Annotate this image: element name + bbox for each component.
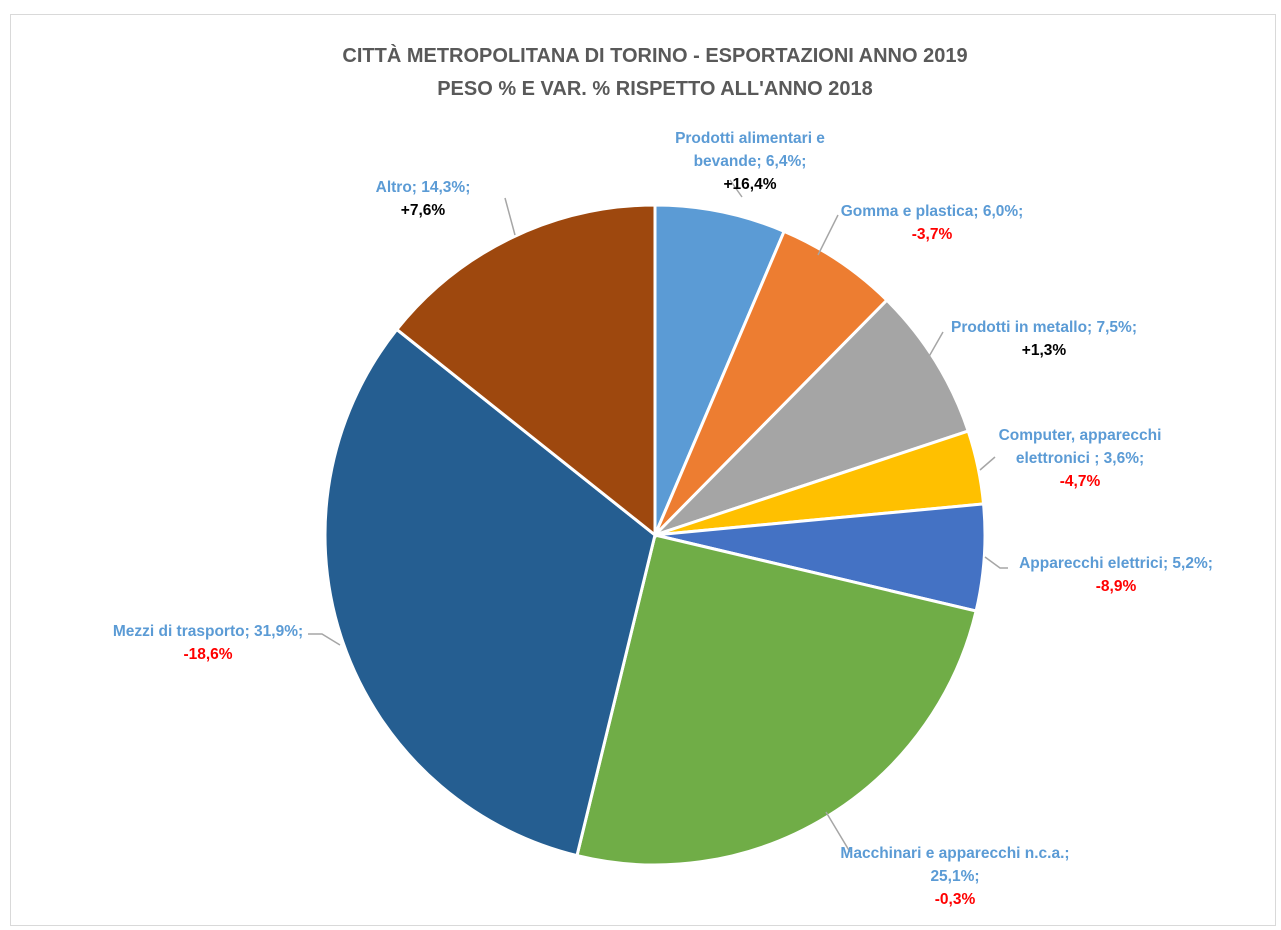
- pie-slices: [323, 203, 987, 867]
- leader-line: [926, 331, 944, 361]
- slice-label: Mezzi di trasporto; 31,9%;: [113, 623, 303, 640]
- leader-line: [825, 811, 851, 853]
- slice-label: bevande; 6,4%;: [694, 153, 807, 170]
- leader-line: [979, 456, 996, 471]
- leader-line: [308, 633, 341, 646]
- slice-label: Computer, apparecchi: [999, 427, 1162, 444]
- slice-label: Prodotti in metallo; 7,5%;: [951, 319, 1137, 336]
- slice-label: 25,1%;: [930, 868, 979, 885]
- pie-slice: [394, 203, 657, 539]
- slice-change-label: +7,6%: [401, 202, 446, 219]
- slice-change-label: -0,3%: [935, 891, 976, 908]
- slice-label: Altro; 14,3%;: [376, 179, 471, 196]
- pie-slice: [653, 203, 787, 536]
- slice-change-label: -4,7%: [1060, 473, 1101, 490]
- slice-labels: Prodotti alimentari e bevande; 6,4%; +16,4…: [113, 130, 1213, 908]
- chart-subtitle: PESO % E VAR. % RISPETTO ALL'ANNO 2018: [437, 78, 873, 100]
- chart-title: CITTÀ METROPOLITANA DI TORINO - ESPORTAZ…: [342, 44, 967, 67]
- leader-line: [729, 179, 743, 198]
- slice-change-label: +1,3%: [1022, 342, 1067, 359]
- slice-label: Apparecchi elettrici; 5,2%;: [1019, 555, 1213, 572]
- leader-line: [984, 556, 1008, 569]
- leader-line: [504, 197, 516, 236]
- slice-change-label: +16,4%: [723, 176, 776, 193]
- slice-label: Gomma e plastica; 6,0%;: [841, 203, 1024, 220]
- slice-change-label: -3,7%: [912, 226, 953, 243]
- slice-change-label: -8,9%: [1096, 578, 1137, 595]
- pie-slice: [653, 229, 889, 537]
- leader-lines: [308, 179, 1008, 853]
- leader-line: [817, 214, 839, 256]
- pie-slice: [653, 298, 971, 537]
- pie-slice: [323, 327, 657, 858]
- pie-slice: [575, 533, 978, 867]
- slice-label: elettronici ; 3,6%;: [1016, 450, 1144, 467]
- slice-label: Macchinari e apparecchi n.c.a.;: [840, 845, 1069, 862]
- slice-change-label: -18,6%: [183, 646, 232, 663]
- slice-label: Prodotti alimentari e: [675, 130, 825, 147]
